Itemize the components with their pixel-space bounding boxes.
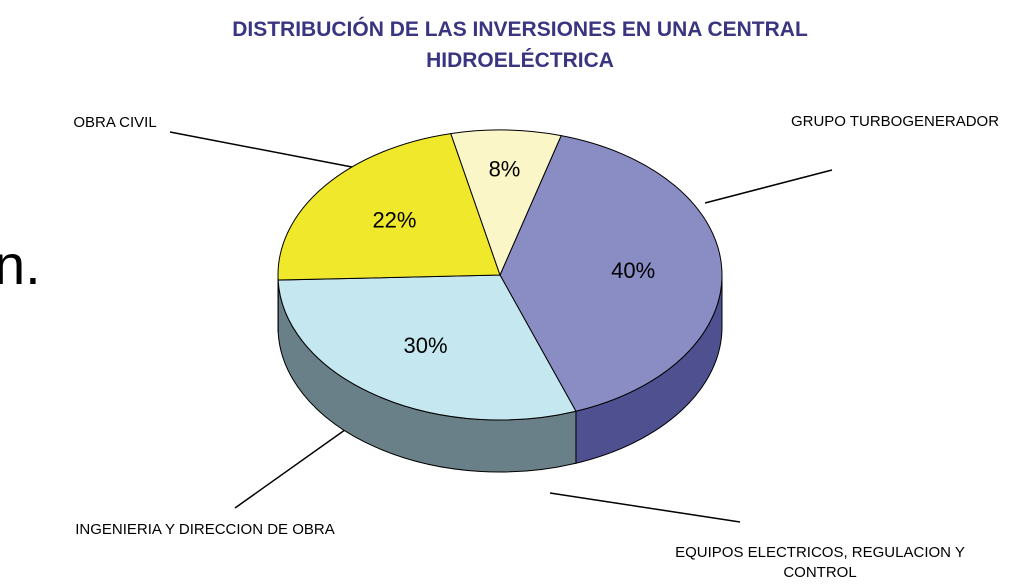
category-label: GRUPO TURBOGENERADOR — [790, 113, 1000, 130]
leader-line — [169, 131, 353, 168]
category-label: OBRA CIVIL — [73, 114, 157, 131]
background-text: n. — [0, 233, 41, 296]
chart-title: DISTRIBUCIÓN DE LAS INVERSIONES EN UNA C… — [232, 18, 808, 72]
slice — [277, 133, 501, 281]
leader-line — [549, 492, 741, 523]
value-label: 8% — [489, 156, 521, 181]
slice — [277, 274, 577, 421]
value-label: 22% — [372, 208, 416, 233]
value-label: 40% — [611, 258, 655, 283]
slice — [450, 129, 562, 277]
leader-line — [704, 169, 833, 204]
value-label: 30% — [403, 333, 447, 358]
category-label: EQUIPOS ELECTRICOS, REGULACION Y CONTROL — [675, 544, 965, 581]
category-label: INGENIERIA Y DIRECCION DE OBRA — [75, 521, 335, 538]
slice — [499, 135, 723, 412]
